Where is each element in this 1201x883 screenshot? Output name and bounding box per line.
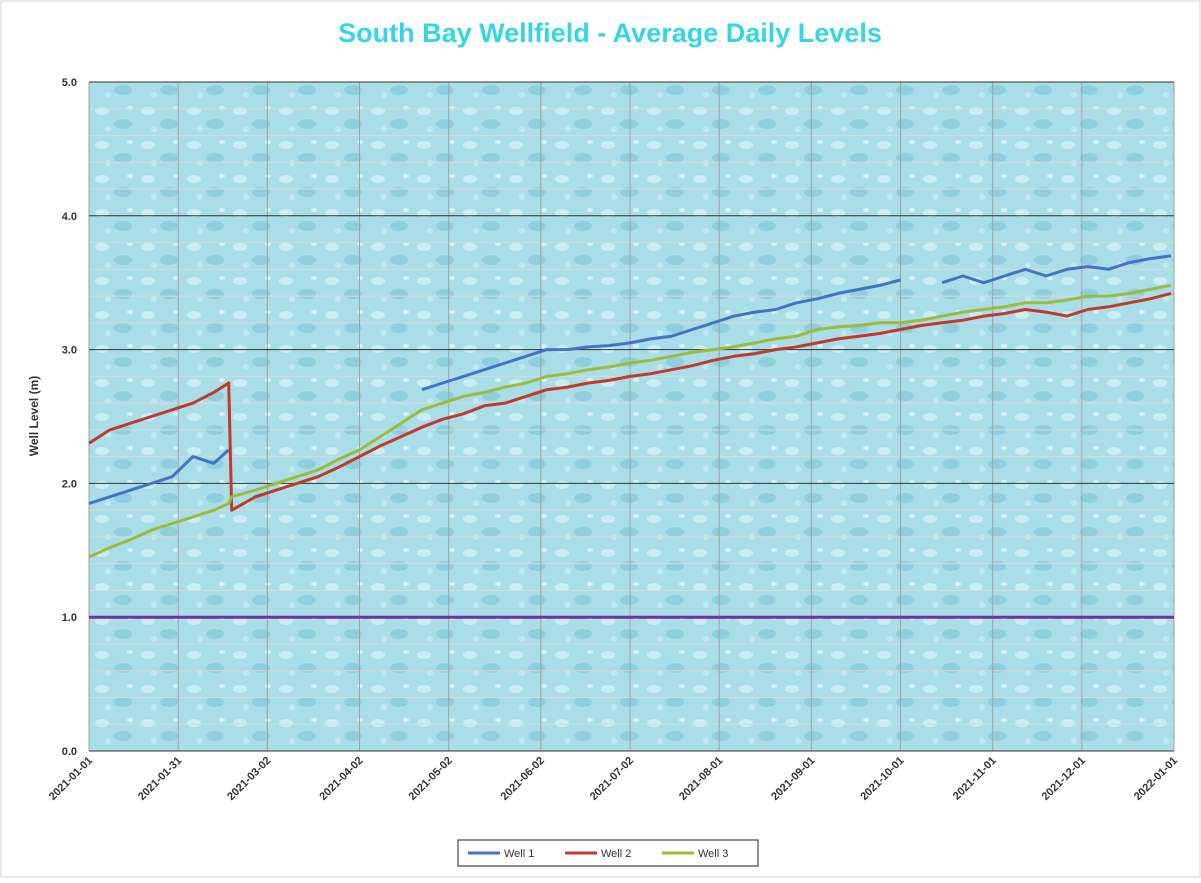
chart-title: South Bay Wellfield - Average Daily Leve… (338, 18, 882, 48)
y-axis-label: Well Level (m) (27, 376, 41, 456)
y-tick-label: 4.0 (62, 211, 77, 223)
legend: Well 1 Well 2 Well 3 (457, 839, 759, 867)
legend-box (457, 839, 759, 867)
y-tick-label: 3.0 (62, 345, 77, 357)
legend-label: Well 3 (698, 848, 728, 860)
series-line (88, 254, 1172, 505)
series-line (88, 291, 1172, 512)
legend-label: Well 2 (601, 848, 631, 860)
legend-label: Well 1 (504, 848, 534, 860)
y-tick-label: 0.0 (62, 746, 77, 758)
plot-area (89, 82, 1174, 751)
series-line (88, 283, 1172, 559)
y-tick-label: 1.0 (62, 612, 77, 624)
y-tick-label: 5.0 (62, 77, 77, 89)
y-tick-label: 2.0 (62, 478, 77, 490)
